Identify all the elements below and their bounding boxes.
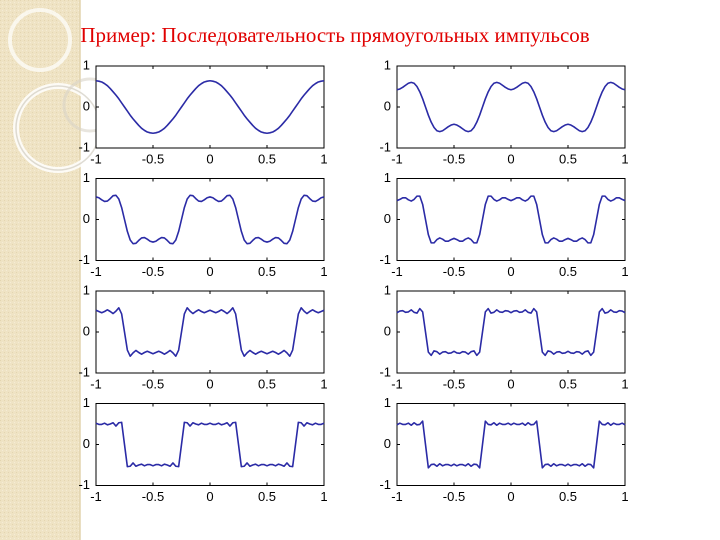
signal-line <box>95 194 325 245</box>
x-tick-label: -1 <box>90 151 102 166</box>
y-tick-label: 0 <box>384 323 391 338</box>
x-tick-label: 0 <box>206 489 213 504</box>
y-tick-label: -1 <box>78 477 90 492</box>
y-tick-label: 1 <box>83 395 90 410</box>
signal-line <box>95 79 325 135</box>
subplot: -1 -0.5 0 0.5 1 -1 0 1 <box>379 282 628 391</box>
x-tick-label: -0.5 <box>142 264 164 279</box>
x-tick-label: 0.5 <box>559 264 577 279</box>
plot-frame <box>396 290 626 374</box>
plot-frame <box>95 290 325 374</box>
x-tick-label: -0.5 <box>443 151 465 166</box>
x-tick-label: 0.5 <box>559 376 577 391</box>
y-tick-label: 0 <box>83 98 90 113</box>
x-tick-label: -0.5 <box>142 489 164 504</box>
x-tick-label: 0.5 <box>559 489 577 504</box>
x-tick-label: 1 <box>621 151 628 166</box>
side-stripe <box>0 0 80 540</box>
x-tick-label: -1 <box>90 489 102 504</box>
subplot: -1 -0.5 0 0.5 1 -1 0 1 <box>379 395 628 504</box>
y-tick-label: -1 <box>379 364 391 379</box>
x-tick-label: 1 <box>320 151 327 166</box>
subplot: -1 -0.5 0 0.5 1 -1 0 1 <box>379 170 628 279</box>
slide-title: Пример: Последовательность прямоугольных… <box>80 23 589 47</box>
subplot: -1 -0.5 0 0.5 1 -1 0 1 <box>78 170 327 279</box>
y-tick-label: -1 <box>379 252 391 267</box>
x-tick-label: 0 <box>206 151 213 166</box>
plot-frame <box>95 178 325 261</box>
y-tick-label: 0 <box>384 436 391 451</box>
subplot: -1 -0.5 0 0.5 1 -1 0 1 <box>78 282 327 391</box>
x-tick-label: -0.5 <box>443 489 465 504</box>
x-tick-label: -1 <box>391 489 403 504</box>
y-tick-label: 1 <box>384 57 391 72</box>
x-tick-label: -0.5 <box>142 376 164 391</box>
x-tick-label: 1 <box>621 264 628 279</box>
x-tick-label: 0 <box>507 376 514 391</box>
signal-line <box>95 421 325 468</box>
x-tick-label: -1 <box>391 376 403 391</box>
x-tick-label: 0 <box>206 376 213 391</box>
x-tick-label: 0.5 <box>258 376 276 391</box>
x-tick-label: 0.5 <box>258 489 276 504</box>
plot-frame <box>95 403 325 486</box>
y-tick-label: 1 <box>83 282 90 297</box>
signal-line <box>396 420 626 469</box>
x-tick-label: 0 <box>507 489 514 504</box>
deco-ring <box>8 8 72 72</box>
y-tick-label: -1 <box>379 139 391 154</box>
x-tick-label: 1 <box>320 376 327 391</box>
x-tick-label: 0 <box>206 264 213 279</box>
x-tick-label: 0.5 <box>258 151 276 166</box>
y-tick-label: 1 <box>384 395 391 410</box>
signal-line <box>396 307 626 357</box>
plot-frame <box>396 65 626 149</box>
y-tick-label: 1 <box>83 57 90 72</box>
signal-line <box>396 195 626 244</box>
subplot: -1 -0.5 0 0.5 1 -1 0 1 <box>78 57 327 166</box>
x-tick-label: -0.5 <box>443 264 465 279</box>
x-tick-label: 0 <box>507 264 514 279</box>
y-tick-label: 0 <box>384 211 391 226</box>
x-tick-label: 1 <box>320 489 327 504</box>
x-tick-label: 1 <box>320 264 327 279</box>
x-tick-label: 0.5 <box>559 151 577 166</box>
plot-frame <box>95 65 325 149</box>
x-tick-label: -1 <box>90 264 102 279</box>
x-tick-label: 0 <box>507 151 514 166</box>
y-tick-label: 1 <box>384 282 391 297</box>
y-tick-label: -1 <box>78 252 90 267</box>
plot-frame <box>396 178 626 261</box>
x-tick-label: -0.5 <box>142 151 164 166</box>
x-tick-label: 1 <box>621 376 628 391</box>
x-tick-label: -1 <box>391 151 403 166</box>
y-tick-label: 1 <box>384 170 391 185</box>
subplot: -1 -0.5 0 0.5 1 -1 0 1 <box>78 395 327 504</box>
x-tick-label: -1 <box>90 376 102 391</box>
plot-frame <box>396 403 626 486</box>
y-tick-label: -1 <box>78 139 90 154</box>
signal-line <box>396 81 626 133</box>
y-tick-label: 0 <box>83 436 90 451</box>
y-tick-label: 0 <box>83 323 90 338</box>
x-tick-label: 1 <box>621 489 628 504</box>
signal-line <box>95 307 325 357</box>
subplot: -1 -0.5 0 0.5 1 -1 0 1 <box>379 57 628 166</box>
y-tick-label: 1 <box>83 170 90 185</box>
x-tick-label: 0.5 <box>258 264 276 279</box>
y-tick-label: -1 <box>78 364 90 379</box>
x-tick-label: -1 <box>391 264 403 279</box>
y-tick-label: 0 <box>83 211 90 226</box>
y-tick-label: -1 <box>379 477 391 492</box>
x-tick-label: -0.5 <box>443 376 465 391</box>
y-tick-label: 0 <box>384 98 391 113</box>
